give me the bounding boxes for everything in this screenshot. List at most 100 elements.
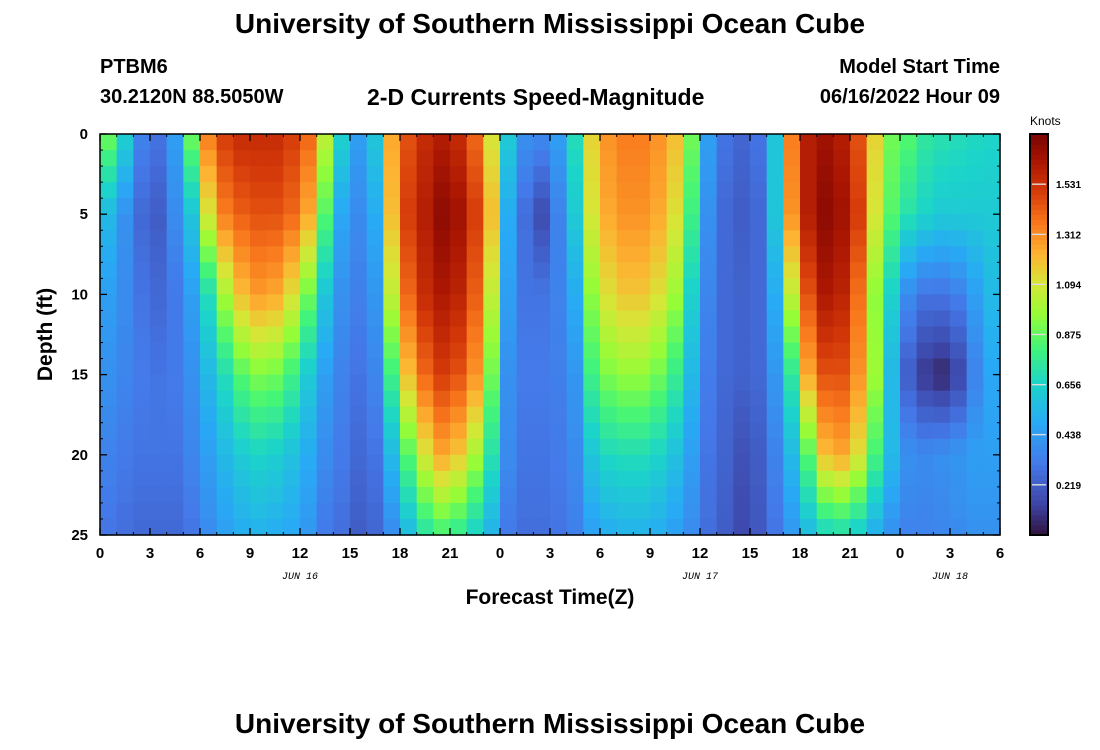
heatmap-cell <box>600 230 618 247</box>
heatmap-cell <box>700 278 718 295</box>
heatmap-cell <box>666 518 684 536</box>
heatmap-cell <box>166 278 184 295</box>
heatmap-cell <box>350 310 368 328</box>
heatmap-cell <box>266 294 284 312</box>
heatmap-cell <box>916 518 934 536</box>
heatmap-cell <box>316 262 334 279</box>
heatmap-cell <box>350 374 368 392</box>
heatmap-cell <box>400 342 418 360</box>
heatmap-cell <box>433 150 451 167</box>
heatmap-cell <box>933 166 951 183</box>
x-tick-label: 9 <box>246 545 254 562</box>
heatmap-cell <box>133 358 151 376</box>
x-tick-label: 9 <box>646 545 654 562</box>
heatmap-cell <box>600 486 618 504</box>
heatmap-cell <box>983 518 1001 536</box>
heatmap-cell <box>333 326 351 344</box>
heatmap-cell <box>483 454 501 472</box>
heatmap-cell <box>883 134 901 151</box>
heatmap-cell <box>100 342 118 360</box>
date-label: JUN 16 <box>282 572 318 583</box>
heatmap-cell <box>283 262 301 279</box>
heatmap-cell <box>700 294 718 312</box>
heatmap-cell <box>383 134 401 151</box>
colorbar-segment <box>1030 134 1048 140</box>
colorbar-segment <box>1030 214 1048 220</box>
heatmap-cell <box>683 294 701 312</box>
heatmap-cell <box>783 390 801 408</box>
colorbar-segment <box>1030 244 1048 250</box>
heatmap-cell <box>900 342 918 360</box>
heatmap-cell <box>133 278 151 295</box>
heatmap-cell <box>200 310 218 328</box>
heatmap-cell <box>283 438 301 456</box>
heatmap-cell <box>500 278 518 295</box>
heatmap-cell <box>483 502 501 520</box>
heatmap-cell <box>633 422 651 440</box>
heatmap-cell <box>666 278 684 295</box>
heatmap-cell <box>850 310 868 328</box>
heatmap-cell <box>533 390 551 408</box>
heatmap-cell <box>550 310 568 328</box>
heatmap-cell <box>700 486 718 504</box>
heatmap-cell <box>366 182 384 199</box>
heatmap-cell <box>566 214 584 231</box>
heatmap-cell <box>500 470 518 488</box>
heatmap-cell <box>566 262 584 279</box>
heatmap-cell <box>966 326 984 344</box>
heatmap-cell <box>483 470 501 488</box>
heatmap-cell <box>100 134 118 151</box>
heatmap-cell <box>966 150 984 167</box>
heatmap-cell <box>400 198 418 215</box>
heatmap-cell <box>400 454 418 472</box>
colorbar-segment <box>1030 419 1048 426</box>
heatmap-cell <box>116 262 134 279</box>
heatmap-cell <box>466 230 484 247</box>
heatmap-cell <box>516 166 534 183</box>
heatmap-cell <box>150 310 168 328</box>
heatmap-cell <box>133 182 151 199</box>
heatmap-cell <box>250 326 268 344</box>
heatmap-cell <box>200 454 218 472</box>
heatmap-cell <box>883 182 901 199</box>
heatmap-cell <box>766 502 784 520</box>
heatmap-cell <box>133 422 151 440</box>
heatmap-cell <box>900 198 918 215</box>
heatmap-cell <box>166 358 184 376</box>
colorbar-segment <box>1030 524 1048 531</box>
heatmap-cell <box>500 390 518 408</box>
heatmap-cell <box>500 518 518 536</box>
heatmap-cell <box>566 342 584 360</box>
heatmap-cell <box>733 518 751 536</box>
heatmap-cell <box>183 326 201 344</box>
heatmap-cell <box>816 326 834 344</box>
heatmap-cell <box>383 390 401 408</box>
heatmap-cell <box>366 518 384 536</box>
heatmap-cell <box>816 198 834 215</box>
heatmap-cell <box>683 470 701 488</box>
heatmap-cell <box>400 278 418 295</box>
heatmap-cell <box>600 374 618 392</box>
heatmap-cell <box>116 454 134 472</box>
heatmap-cell <box>800 486 818 504</box>
heatmap-cell <box>366 486 384 504</box>
heatmap-cell <box>633 390 651 408</box>
heatmap-cell <box>483 246 501 263</box>
heatmap-cell <box>366 294 384 312</box>
heatmap-cell <box>316 326 334 344</box>
heatmap-cell <box>383 278 401 295</box>
heatmap-cell <box>516 214 534 231</box>
heatmap-cell <box>733 326 751 344</box>
heatmap-cell <box>166 150 184 167</box>
heatmap-cell <box>116 198 134 215</box>
heatmap-cell <box>483 518 501 536</box>
colorbar-segment <box>1030 219 1048 225</box>
heatmap-cell <box>583 166 601 183</box>
heatmap-cell <box>300 278 318 295</box>
heatmap-cell <box>516 470 534 488</box>
heatmap-cell <box>416 150 434 167</box>
heatmap-cell <box>250 518 268 536</box>
heatmap-cell <box>250 262 268 279</box>
heatmap-cell <box>616 310 634 328</box>
colorbar-segment <box>1030 454 1048 461</box>
